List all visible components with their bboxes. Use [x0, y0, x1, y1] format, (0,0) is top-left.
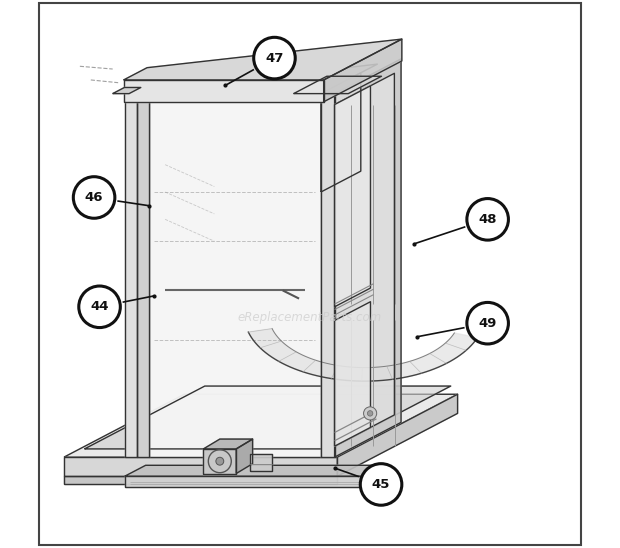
Polygon shape: [125, 86, 163, 94]
Circle shape: [254, 37, 295, 79]
Polygon shape: [149, 64, 378, 94]
Polygon shape: [294, 76, 381, 94]
Polygon shape: [236, 439, 252, 473]
Circle shape: [216, 457, 224, 465]
Text: 45: 45: [372, 478, 390, 491]
Polygon shape: [64, 394, 458, 457]
Circle shape: [79, 286, 120, 328]
Text: 49: 49: [479, 317, 497, 330]
Circle shape: [360, 464, 402, 505]
Polygon shape: [125, 94, 137, 457]
Polygon shape: [250, 454, 272, 471]
Polygon shape: [113, 88, 141, 94]
Circle shape: [467, 302, 508, 344]
Polygon shape: [324, 39, 402, 102]
Polygon shape: [249, 329, 477, 381]
Polygon shape: [137, 94, 149, 457]
Polygon shape: [335, 73, 394, 446]
Polygon shape: [335, 302, 371, 446]
Text: 47: 47: [265, 52, 284, 65]
Polygon shape: [337, 394, 458, 476]
Polygon shape: [203, 449, 236, 473]
Polygon shape: [149, 94, 321, 457]
Polygon shape: [64, 457, 337, 476]
Circle shape: [73, 176, 115, 218]
Polygon shape: [125, 465, 386, 476]
Polygon shape: [321, 73, 361, 192]
Text: eReplacementParts.com: eReplacementParts.com: [238, 311, 382, 324]
Polygon shape: [84, 386, 451, 449]
Polygon shape: [321, 94, 335, 457]
Circle shape: [368, 410, 373, 416]
Text: 48: 48: [479, 213, 497, 226]
Polygon shape: [335, 59, 401, 457]
Text: 44: 44: [91, 300, 108, 313]
Text: 46: 46: [85, 191, 104, 204]
Polygon shape: [125, 476, 365, 487]
Circle shape: [363, 407, 377, 420]
Polygon shape: [123, 39, 402, 80]
Circle shape: [467, 198, 508, 240]
Polygon shape: [64, 476, 337, 484]
Polygon shape: [123, 80, 324, 102]
Polygon shape: [335, 86, 371, 307]
Polygon shape: [203, 439, 252, 449]
